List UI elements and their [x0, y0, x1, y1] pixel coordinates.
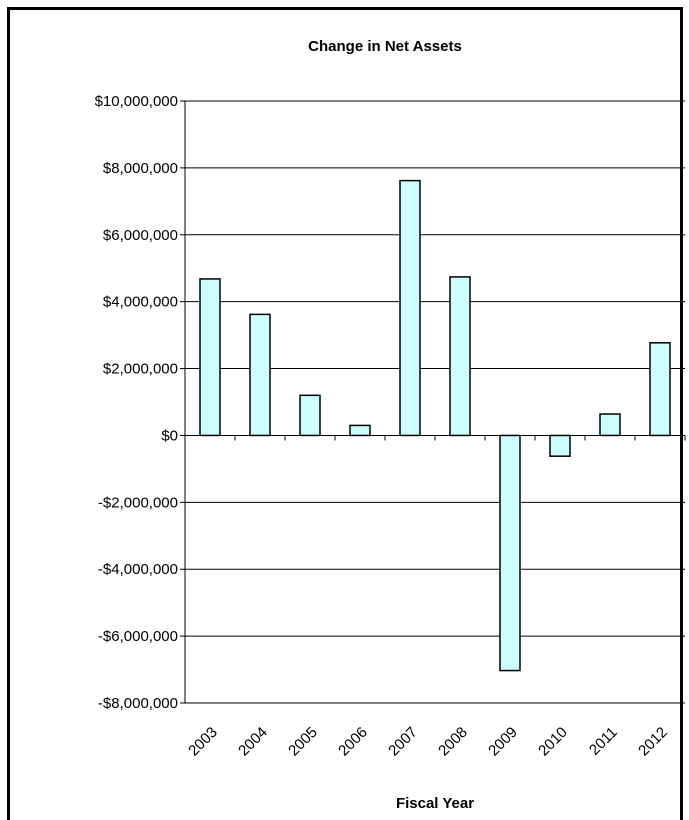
y-tick-label: $2,000,000 — [103, 361, 178, 378]
y-tick-label: -$6,000,000 — [98, 628, 178, 645]
bar — [499, 434, 521, 672]
y-tick-label: -$8,000,000 — [98, 695, 178, 712]
y-tick-label: $6,000,000 — [103, 227, 178, 244]
axes — [180, 100, 686, 704]
bar — [549, 434, 571, 457]
x-tick-label: 2012 — [635, 724, 671, 760]
x-tick-label: 2006 — [335, 724, 371, 760]
x-tick-label: 2011 — [586, 724, 621, 759]
bars — [199, 179, 671, 672]
x-tick-label: 2004 — [235, 724, 271, 760]
chart-title: Change in Net Assets — [308, 38, 462, 55]
bar — [649, 342, 671, 437]
bar — [249, 313, 271, 437]
y-tick-label: $4,000,000 — [103, 294, 178, 311]
bar — [399, 179, 421, 437]
y-tick-label: $8,000,000 — [103, 160, 178, 177]
bar — [349, 424, 371, 437]
x-tick-labels: 2003 2004 2005 2006 2007 2008 2009 2010 2011 2012 — [185, 724, 671, 760]
x-tick-label: 2010 — [535, 724, 571, 760]
gridlines — [185, 100, 685, 704]
x-tick-label: 2008 — [435, 724, 471, 760]
bar — [199, 278, 221, 437]
bar — [299, 394, 321, 437]
bar — [599, 413, 621, 437]
x-tick-label: 2009 — [485, 724, 521, 760]
y-tick-label: -$4,000,000 — [98, 561, 178, 578]
x-tick-label: 2003 — [185, 724, 221, 760]
x-axis-label: Fiscal Year — [396, 795, 474, 812]
x-tick-label: 2007 — [385, 724, 421, 760]
y-tick-label: $0 — [161, 427, 178, 444]
y-tick-labels: $10,000,000 $8,000,000 $6,000,000 $4,000,00… — [95, 93, 178, 712]
y-tick-label: -$2,000,000 — [98, 494, 178, 511]
x-tick-label: 2005 — [285, 724, 321, 760]
chart-frame — [7, 7, 683, 820]
y-tick-label: $10,000,000 — [95, 93, 178, 110]
bar — [449, 276, 471, 437]
